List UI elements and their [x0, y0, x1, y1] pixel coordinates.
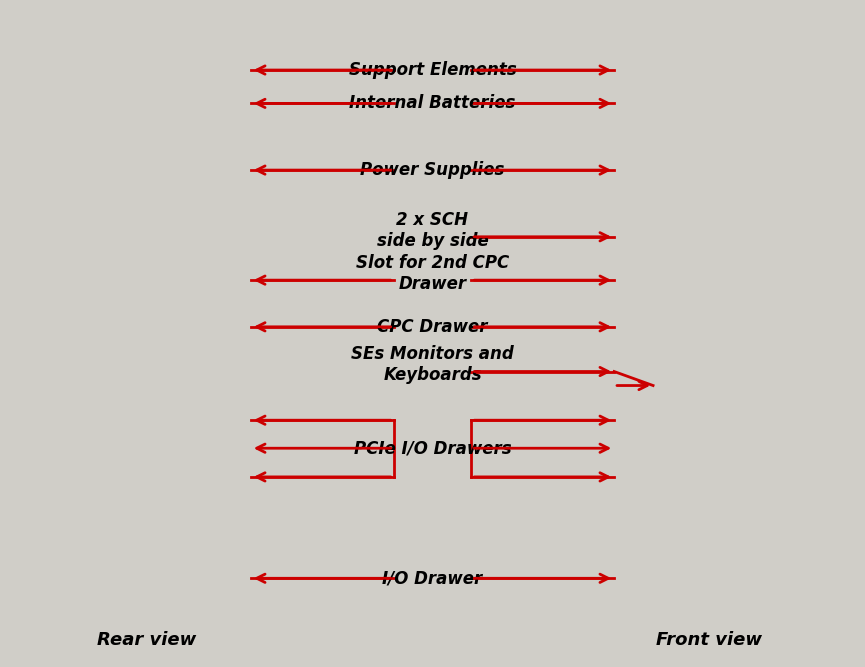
Text: PCIe I/O Drawers: PCIe I/O Drawers: [354, 440, 511, 457]
Text: Slot for 2nd CPC
Drawer: Slot for 2nd CPC Drawer: [356, 254, 509, 293]
Text: Support Elements: Support Elements: [349, 61, 516, 79]
Text: Rear view: Rear view: [98, 632, 196, 649]
Text: Power Supplies: Power Supplies: [361, 161, 504, 179]
Text: SEs Monitors and
Keyboards: SEs Monitors and Keyboards: [351, 346, 514, 384]
Text: Front view: Front view: [657, 632, 762, 649]
Text: I/O Drawer: I/O Drawer: [382, 570, 483, 587]
Text: CPC Drawer: CPC Drawer: [377, 318, 488, 336]
Text: Internal Batteries: Internal Batteries: [349, 95, 516, 112]
Text: 2 x SCH
side by side: 2 x SCH side by side: [376, 211, 489, 249]
